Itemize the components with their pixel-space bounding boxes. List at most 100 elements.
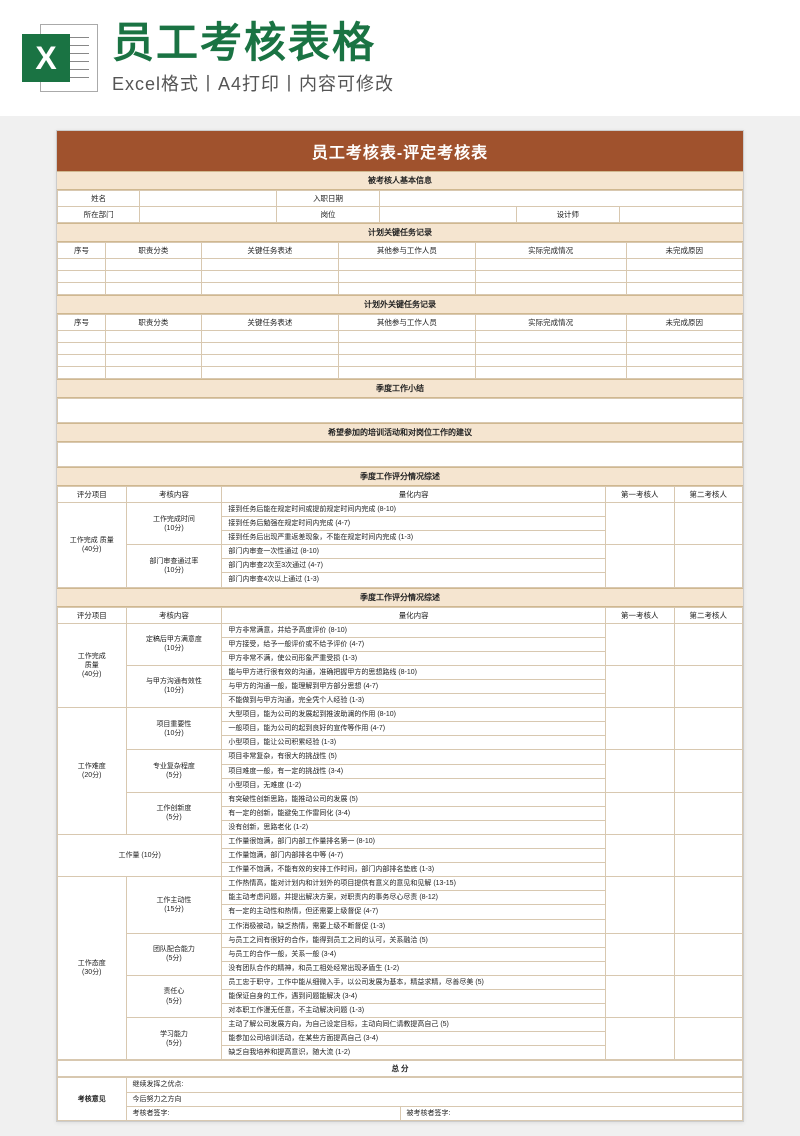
- criteria-line: 能保证自身的工作，遇到问题能解决 (3-4): [222, 990, 606, 1004]
- section-training: 希望参加的培训活动和对岗位工作的建议: [57, 423, 743, 442]
- criteria-line: 能与甲方进行很有效的沟通，准确把握甲方的思想路线 (8-10): [222, 665, 606, 679]
- th-rater1: 第一考核人: [606, 607, 675, 623]
- total-row: 总 分: [57, 1060, 743, 1077]
- section-planned-tasks: 计划关键任务记录: [57, 223, 743, 242]
- th-item: 评分项目: [58, 487, 127, 503]
- criteria-line: 甲方接受，给予一般评价或不给予评价 (4-7): [222, 637, 606, 651]
- cat-group: 工作量 (10分): [58, 834, 222, 876]
- criteria-line: 工作量不饱满，不能有效的安排工作时间，部门内部排名垫底 (1-3): [222, 863, 606, 877]
- criteria-line: 接到任务后能在规定时间或提前规定时间内完成 (8-10): [222, 503, 606, 517]
- excel-x-letter: X: [35, 40, 56, 77]
- cat-group: 工作态度(30分): [58, 877, 127, 1060]
- th-item: 评分项目: [58, 607, 127, 623]
- label-name: 姓名: [58, 191, 140, 207]
- th-task: 关键任务表述: [201, 315, 338, 331]
- sub-time: 工作完成时间(10分): [126, 503, 222, 545]
- criteria-line: 项目非常复杂，有很大的挑战性 (5): [222, 750, 606, 764]
- criteria-line: 与员工之间有很好的合作，能得到员工之间的认可，关系融洽 (5): [222, 933, 606, 947]
- table-row: [58, 283, 743, 295]
- cat-group: 工作完成质量(40分): [58, 623, 127, 708]
- sub-category: 项目重要性(10分): [126, 708, 222, 750]
- th-status: 实际完成情况: [475, 243, 626, 259]
- table-row: [58, 271, 743, 283]
- th-quant: 量化内容: [222, 487, 606, 503]
- criteria-line: 工作量很饱满，部门内部工作量排名第一 (8-10): [222, 834, 606, 848]
- summary-cell: [58, 399, 743, 423]
- cat-quality: 工作完成 质量(40分): [58, 503, 127, 588]
- excel-icon: X: [22, 20, 98, 96]
- th-task: 关键任务表述: [201, 243, 338, 259]
- th-status: 实际完成情况: [475, 315, 626, 331]
- planned-tasks-table: 序号 职责分类 关键任务表述 其他参与工作人员 实际完成情况 未完成原因: [57, 242, 743, 295]
- criteria-line: 甲方非常满意，并给予高度评价 (8-10): [222, 623, 606, 637]
- criteria-line: 大型项目，能为公司的发展起到推波助澜的作用 (8-10): [222, 708, 606, 722]
- criteria-line: 小型项目，无难度 (1-2): [222, 778, 606, 792]
- criteria-line: 部门内审查2次至3次通过 (4-7): [222, 559, 606, 573]
- th-duty: 职责分类: [105, 243, 201, 259]
- unplanned-tasks-table: 序号 职责分类 关键任务表述 其他参与工作人员 实际完成情况 未完成原因: [57, 314, 743, 379]
- th-staff: 其他参与工作人员: [338, 243, 475, 259]
- th-quant: 量化内容: [222, 607, 606, 623]
- training-cell: [58, 443, 743, 467]
- section-basic-info: 被考核人基本信息: [57, 171, 743, 190]
- criteria-line: 员工忠于职守，工作中能从细微入手，以公司发展为基本，精益求精，尽善尽美 (5): [222, 975, 606, 989]
- label-hire-date: 入职日期: [277, 191, 380, 207]
- th-staff: 其他参与工作人员: [338, 315, 475, 331]
- criteria-line: 部门内审查一次性通过 (8-10): [222, 545, 606, 559]
- table-row: [58, 331, 743, 343]
- section-score1: 季度工作评分情况综述: [57, 467, 743, 486]
- criteria-line: 能参加公司培训活动，在某些方面提高自己 (3-4): [222, 1032, 606, 1046]
- form-title: 员工考核表-评定考核表: [57, 131, 743, 171]
- section-unplanned-tasks: 计划外关键任务记录: [57, 295, 743, 314]
- label-post: 岗位: [277, 207, 380, 223]
- total-label: 总 分: [58, 1061, 743, 1077]
- th-content: 考核内容: [126, 607, 222, 623]
- criteria-line: 接到任务后出现严重返差现象，不能在规定时间内完成 (1-3): [222, 531, 606, 545]
- criteria-line: 项目难度一般，有一定的挑战性 (3-4): [222, 764, 606, 778]
- criteria-line: 甲方非常不满，使公司形象严重受损 (1-3): [222, 651, 606, 665]
- th-reason: 未完成原因: [626, 315, 742, 331]
- criteria-line: 工作量饱满，部门内部排名中等 (4-7): [222, 849, 606, 863]
- criteria-line: 不能做到与甲方沟通，完全凭个人经验 (1-3): [222, 694, 606, 708]
- signer1: 考核者签字:: [126, 1106, 400, 1120]
- th-reason: 未完成原因: [626, 243, 742, 259]
- criteria-line: 小型项目，能让公司积累经验 (1-3): [222, 736, 606, 750]
- sub-category: 团队配合能力(5分): [126, 933, 222, 975]
- th-content: 考核内容: [126, 487, 222, 503]
- criteria-line: 与员工的合作一般，关系一般 (3-4): [222, 947, 606, 961]
- th-duty: 职责分类: [105, 315, 201, 331]
- cat-group: 工作难度(20分): [58, 708, 127, 835]
- sub-pass: 部门审查通过率(10分): [126, 545, 222, 587]
- criteria-line: 缺乏自我培养和提高意识，随大流 (1-2): [222, 1046, 606, 1060]
- criteria-line: 能主动考虑问题，并提出解决方案，对职责内的事务尽心尽责 (8-12): [222, 891, 606, 905]
- sub-category: 工作创新度(5分): [126, 792, 222, 834]
- signer2: 被考核者签字:: [400, 1106, 743, 1120]
- sub-category: 责任心(5分): [126, 975, 222, 1017]
- sub-category: 学习能力(5分): [126, 1018, 222, 1060]
- sub-category: 定稿后甲方满意度(10分): [126, 623, 222, 665]
- table-row: [58, 355, 743, 367]
- opinion-line2: 今后努力之方向: [126, 1092, 743, 1106]
- criteria-line: 接到任务后勉强在规定时间内完成 (4-7): [222, 517, 606, 531]
- criteria-line: 没有团队合作的精神，和员工相处经常出现矛盾生 (1-2): [222, 961, 606, 975]
- score-table-2: 评分项目 考核内容 量化内容 第一考核人 第二考核人 工作完成质量(40分)定稿…: [57, 607, 743, 1061]
- th-rater2: 第二考核人: [674, 607, 743, 623]
- criteria-line: 主动了解公司发展方向，为自己设定目标，主动向同仁请教提高自己 (5): [222, 1018, 606, 1032]
- th-seq: 序号: [58, 243, 106, 259]
- criteria-line: 与甲方的沟通一般，能理解到甲方部分思想 (4-7): [222, 679, 606, 693]
- criteria-line: 工作消极被动，缺乏热情，需要上级不断督促 (1-3): [222, 919, 606, 933]
- sub-category: 专业复杂程度(5分): [126, 750, 222, 792]
- criteria-line: 部门内审查4次以上通过 (1-3): [222, 573, 606, 587]
- table-row: [58, 259, 743, 271]
- opinion-table: 考核意见 继续发挥之优点: 今后努力之方向 考核者签字: 被考核者签字:: [57, 1077, 743, 1120]
- table-row: [58, 367, 743, 379]
- criteria-line: 工作热情高，能对计划内和计划外的项目提供有意义的意见和见解 (13-15): [222, 877, 606, 891]
- th-rater1: 第一考核人: [606, 487, 675, 503]
- value-post: 设计师: [516, 207, 619, 223]
- criteria-line: 对本职工作漫无任意，不主动解决问题 (1-3): [222, 1004, 606, 1018]
- banner-subtitle: Excel格式丨A4打印丨内容可修改: [112, 70, 778, 96]
- score-table-1: 评分项目 考核内容 量化内容 第一考核人 第二考核人 工作完成 质量(40分) …: [57, 486, 743, 588]
- table-row: [58, 343, 743, 355]
- criteria-line: 有突破性创新思路，能推动公司的发展 (5): [222, 792, 606, 806]
- banner-title: 员工考核表格: [112, 20, 778, 66]
